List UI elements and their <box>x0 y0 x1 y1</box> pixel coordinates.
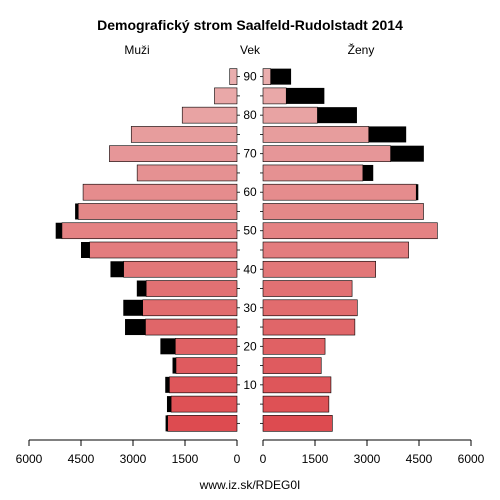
female-excess-bar-75-79 <box>368 126 407 143</box>
female-excess-bar-80-84 <box>317 107 357 124</box>
male-excess-bar-30-34 <box>123 299 143 316</box>
age-tick-label: 50 <box>243 224 257 238</box>
male-bar-65-69 <box>136 164 238 182</box>
male-excess-bar-20-24 <box>160 338 176 355</box>
female-bar-75-79 <box>262 126 370 143</box>
female-bar-60-64 <box>262 183 417 201</box>
female-bar-35-39 <box>262 280 353 297</box>
female-bar-15-19 <box>262 357 322 374</box>
male-bar-90+ <box>229 68 238 85</box>
male-bar-55-59 <box>77 203 238 220</box>
x-tick-label-right: 0 <box>260 452 267 466</box>
male-bar-45-49 <box>89 241 238 259</box>
male-bar-60-64 <box>82 183 238 201</box>
male-bar-70-74 <box>109 145 238 162</box>
male-excess-bar-45-49 <box>81 242 90 258</box>
female-excess-bar-65-69 <box>362 164 374 181</box>
female-excess-bar-70-74 <box>390 145 424 162</box>
footer-url: www.iz.sk/RDEG0I <box>199 478 301 492</box>
female-bar-85-89 <box>262 87 287 105</box>
age-tick-label: 20 <box>243 339 257 353</box>
age-tick-label: 90 <box>243 70 257 84</box>
male-bar-75-79 <box>130 126 238 143</box>
female-bar-55-59 <box>262 203 424 220</box>
x-tick-label-left: 3000 <box>120 452 147 466</box>
male-excess-bar-40-44 <box>110 261 124 278</box>
x-tick-label-right: 4500 <box>406 452 433 466</box>
male-excess-bar-50-54 <box>55 222 62 239</box>
female-bar-40-44 <box>262 260 376 278</box>
x-tick-label-left: 1500 <box>172 452 199 466</box>
male-bar-10-14 <box>169 376 238 394</box>
female-bar-45-49 <box>262 241 409 259</box>
male-excess-bar-35-39 <box>136 280 147 297</box>
male-bar-30-34 <box>142 299 238 317</box>
x-tick-label-right: 6000 <box>458 452 485 466</box>
male-bar-35-39 <box>145 280 238 297</box>
female-bar-5-9 <box>262 395 330 413</box>
age-tick-label: 80 <box>243 108 257 122</box>
chart-title: Demografický strom Saalfeld-Rudolstadt 2… <box>97 17 403 33</box>
x-tick-label-left: 6000 <box>16 452 43 466</box>
x-tick-label-right: 1500 <box>302 452 329 466</box>
male-bar-15-19 <box>175 357 238 374</box>
age-tick-label: 60 <box>243 185 257 199</box>
female-bar-0-4 <box>262 415 333 432</box>
male-bar-40-44 <box>123 260 238 278</box>
female-bar-30-34 <box>262 299 358 317</box>
age-tick-label: 70 <box>243 147 257 161</box>
male-bar-5-9 <box>170 395 238 413</box>
female-excess-bar-60-64 <box>416 184 419 201</box>
female-label: Ženy <box>348 42 375 57</box>
female-bar-90+ <box>262 68 271 85</box>
male-label: Muži <box>124 43 149 57</box>
male-excess-bar-5-9 <box>166 396 172 413</box>
x-tick-label-left: 4500 <box>68 452 95 466</box>
male-bar-20-24 <box>174 338 238 355</box>
female-bar-25-29 <box>262 318 356 336</box>
axes-layer: 6000 4500 3000 1500 0 0 1500 3000 4500 6000 10 20 30… <box>16 70 485 466</box>
male-excess-bar-10-14 <box>165 376 170 393</box>
female-excess-bar-85-89 <box>286 87 325 104</box>
male-excess-bar-15-19 <box>172 357 176 374</box>
bars-layer <box>55 68 438 432</box>
male-excess-bar-25-29 <box>125 319 146 336</box>
female-bar-20-24 <box>262 338 326 355</box>
female-bar-10-14 <box>262 376 332 394</box>
male-bar-85-89 <box>214 87 238 105</box>
age-tick-label: 10 <box>243 378 257 392</box>
age-label: Vek <box>240 43 261 57</box>
male-bar-50-54 <box>61 222 238 240</box>
x-tick-label-left: 0 <box>234 452 241 466</box>
female-excess-bar-90+ <box>270 68 292 85</box>
female-bar-70-74 <box>262 145 391 162</box>
age-tick-label: 40 <box>243 262 257 276</box>
female-bar-80-84 <box>262 106 318 124</box>
female-bar-50-54 <box>262 222 438 240</box>
age-tick-label: 30 <box>243 301 257 315</box>
male-excess-bar-55-59 <box>75 203 79 220</box>
x-tick-label-right: 3000 <box>354 452 381 466</box>
female-bar-65-69 <box>262 164 364 182</box>
male-bar-25-29 <box>145 318 238 336</box>
male-bar-80-84 <box>181 106 238 124</box>
male-bar-0-4 <box>167 415 238 432</box>
male-excess-bar-0-4 <box>165 415 168 432</box>
